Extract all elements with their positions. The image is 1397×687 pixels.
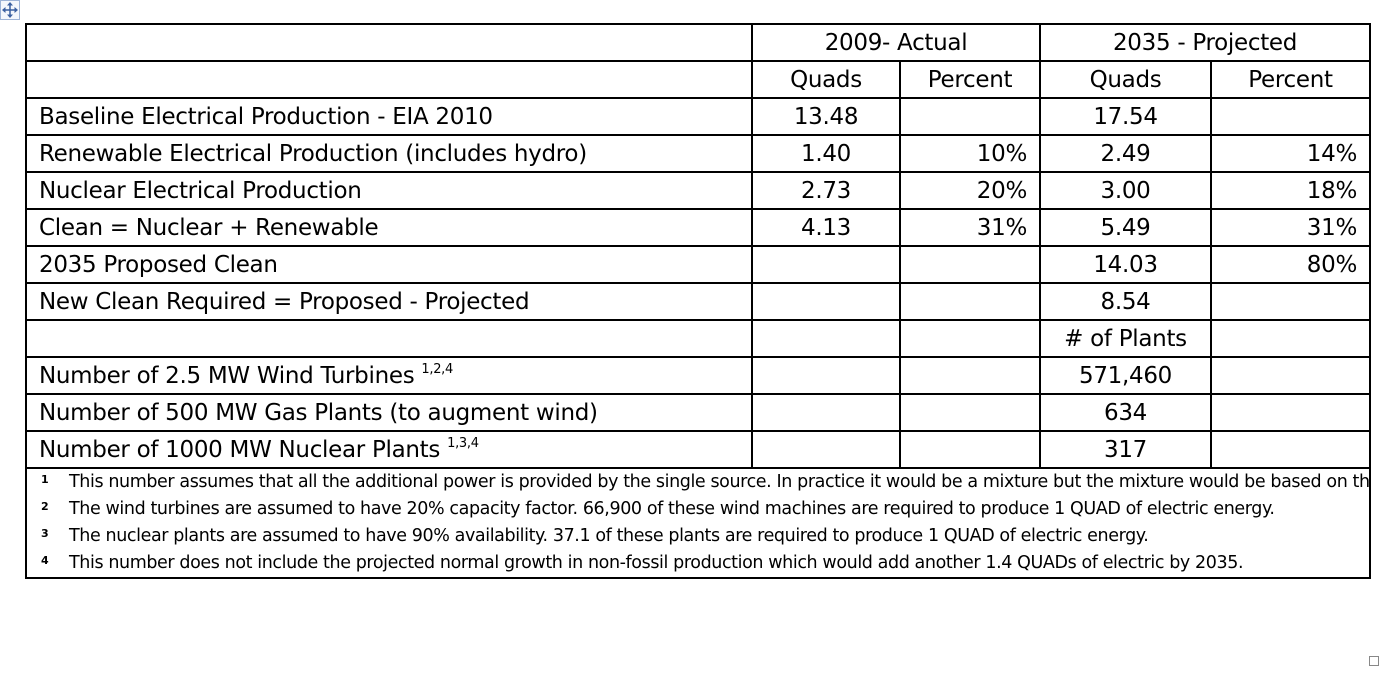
footnote: 3 The nuclear plants are assumed to have… <box>39 523 1357 550</box>
quads-2035-cell: 5.49 <box>1039 208 1213 247</box>
table-row: Renewable Electrical Production (include… <box>25 134 1372 173</box>
footnote-text: The nuclear plants are assumed to have 9… <box>69 526 1149 546</box>
row-label: Number of 2.5 MW Wind Turbines 1,2,4 <box>25 356 753 395</box>
footnote-number: 3 <box>41 527 49 540</box>
header-percent-2009: Percent <box>898 60 1042 99</box>
quads-2035-cell: 8.54 <box>1039 282 1213 321</box>
plants-count-cell: 571,460 <box>1039 356 1213 395</box>
row-label: Clean = Nuclear + Renewable <box>25 208 753 247</box>
header-2035-projected: 2035 - Projected <box>1039 23 1372 62</box>
quads-2009-cell: 4.13 <box>751 208 901 247</box>
percent-2009-cell: 20% <box>898 171 1042 210</box>
empty-cell <box>898 356 1042 395</box>
footnote: 2 The wind turbines are assumed to have … <box>39 496 1357 523</box>
empty-cell <box>751 430 901 469</box>
header-row-years: 2009- Actual 2035 - Projected <box>25 23 1372 62</box>
percent-2035-cell <box>1210 282 1372 321</box>
percent-2009-cell: 10% <box>898 134 1042 173</box>
quads-2009-cell: 2.73 <box>751 171 901 210</box>
footnote-text: This number assumes that all the additio… <box>69 472 1370 492</box>
footnote-refs: 1,3,4 <box>447 436 479 451</box>
quads-2009-cell: 1.40 <box>751 134 901 173</box>
plants-header-row: # of Plants <box>25 319 1372 358</box>
footnote-number: 1 <box>41 473 49 486</box>
footnote-number: 4 <box>41 554 49 567</box>
row-label: Renewable Electrical Production (include… <box>25 134 753 173</box>
footnote-text: This number does not include the project… <box>69 553 1244 573</box>
empty-cell <box>898 393 1042 432</box>
quads-2035-cell: 3.00 <box>1039 171 1213 210</box>
table-row: Clean = Nuclear + Renewable 4.13 31% 5.4… <box>25 208 1372 247</box>
header-percent-2035: Percent <box>1210 60 1372 99</box>
footnote-refs: 1,2,4 <box>421 362 453 377</box>
empty-cell <box>751 319 901 358</box>
clean-energy-table: 2009- Actual 2035 - Projected Quads Perc… <box>24 23 1372 579</box>
table-row: Number of 1000 MW Nuclear Plants 1,3,4 3… <box>25 430 1372 469</box>
header-quads-2035: Quads <box>1039 60 1213 99</box>
plants-count-cell: 634 <box>1039 393 1213 432</box>
footnotes-cell: 1 This number assumes that all the addit… <box>24 467 1372 579</box>
empty-cell <box>751 356 901 395</box>
footnote-text: The wind turbines are assumed to have 20… <box>69 499 1275 519</box>
empty-cell <box>1210 393 1372 432</box>
quads-2035-cell: 17.54 <box>1039 97 1213 136</box>
row-label: 2035 Proposed Clean <box>25 245 753 284</box>
row-label: Nuclear Electrical Production <box>25 171 753 210</box>
table-row: Nuclear Electrical Production 2.73 20% 3… <box>25 171 1372 210</box>
percent-2009-cell <box>898 245 1042 284</box>
percent-2035-cell <box>1210 97 1372 136</box>
percent-2035-cell: 18% <box>1210 171 1372 210</box>
plants-count-cell: 317 <box>1039 430 1213 469</box>
row-label: Number of 500 MW Gas Plants (to augment … <box>25 393 753 432</box>
row-label-text: Number of 2.5 MW Wind Turbines <box>39 363 415 389</box>
footnotes-row: 1 This number assumes that all the addit… <box>24 467 1372 579</box>
empty-cell <box>25 319 753 358</box>
header-row-units: Quads Percent Quads Percent <box>25 60 1372 99</box>
table-row: Number of 500 MW Gas Plants (to augment … <box>25 393 1372 432</box>
empty-cell <box>1210 356 1372 395</box>
table-row: New Clean Required = Proposed - Projecte… <box>25 282 1372 321</box>
quads-2009-cell: 13.48 <box>751 97 901 136</box>
row-label: Baseline Electrical Production - EIA 201… <box>25 97 753 136</box>
quads-2035-cell: 2.49 <box>1039 134 1213 173</box>
table-row: Baseline Electrical Production - EIA 201… <box>25 97 1372 136</box>
header-empty-cell <box>25 60 753 99</box>
percent-2035-cell: 80% <box>1210 245 1372 284</box>
header-empty-cell <box>25 23 753 62</box>
header-2009-actual: 2009- Actual <box>750 23 1042 62</box>
percent-2035-cell: 31% <box>1210 208 1372 247</box>
footnote: 1 This number assumes that all the addit… <box>39 470 1368 496</box>
empty-cell <box>898 430 1042 469</box>
table-move-handle-icon[interactable] <box>0 0 20 20</box>
table-row: Number of 2.5 MW Wind Turbines 1,2,4 571… <box>25 356 1372 395</box>
percent-2009-cell <box>898 97 1042 136</box>
percent-2009-cell <box>898 282 1042 321</box>
quads-2035-cell: 14.03 <box>1039 245 1213 284</box>
header-number-of-plants: # of Plants <box>1039 319 1213 358</box>
empty-cell <box>751 393 901 432</box>
percent-2009-cell: 31% <box>898 208 1042 247</box>
percent-2035-cell: 14% <box>1210 134 1372 173</box>
empty-cell <box>898 319 1042 358</box>
table-row: 2035 Proposed Clean 14.03 80% <box>25 245 1372 284</box>
row-label: Number of 1000 MW Nuclear Plants 1,3,4 <box>25 430 753 469</box>
empty-cell <box>1210 430 1372 469</box>
quads-2009-cell <box>751 282 901 321</box>
header-quads-2009: Quads <box>751 60 901 99</box>
row-label: New Clean Required = Proposed - Projecte… <box>25 282 753 321</box>
quads-2009-cell <box>751 245 901 284</box>
row-label-text: Number of 1000 MW Nuclear Plants <box>39 437 441 463</box>
table-resize-handle-icon[interactable] <box>1369 656 1379 666</box>
footnote: 4 This number does not include the proje… <box>39 550 1357 576</box>
empty-cell <box>1210 319 1372 358</box>
footnote-number: 2 <box>41 500 49 513</box>
